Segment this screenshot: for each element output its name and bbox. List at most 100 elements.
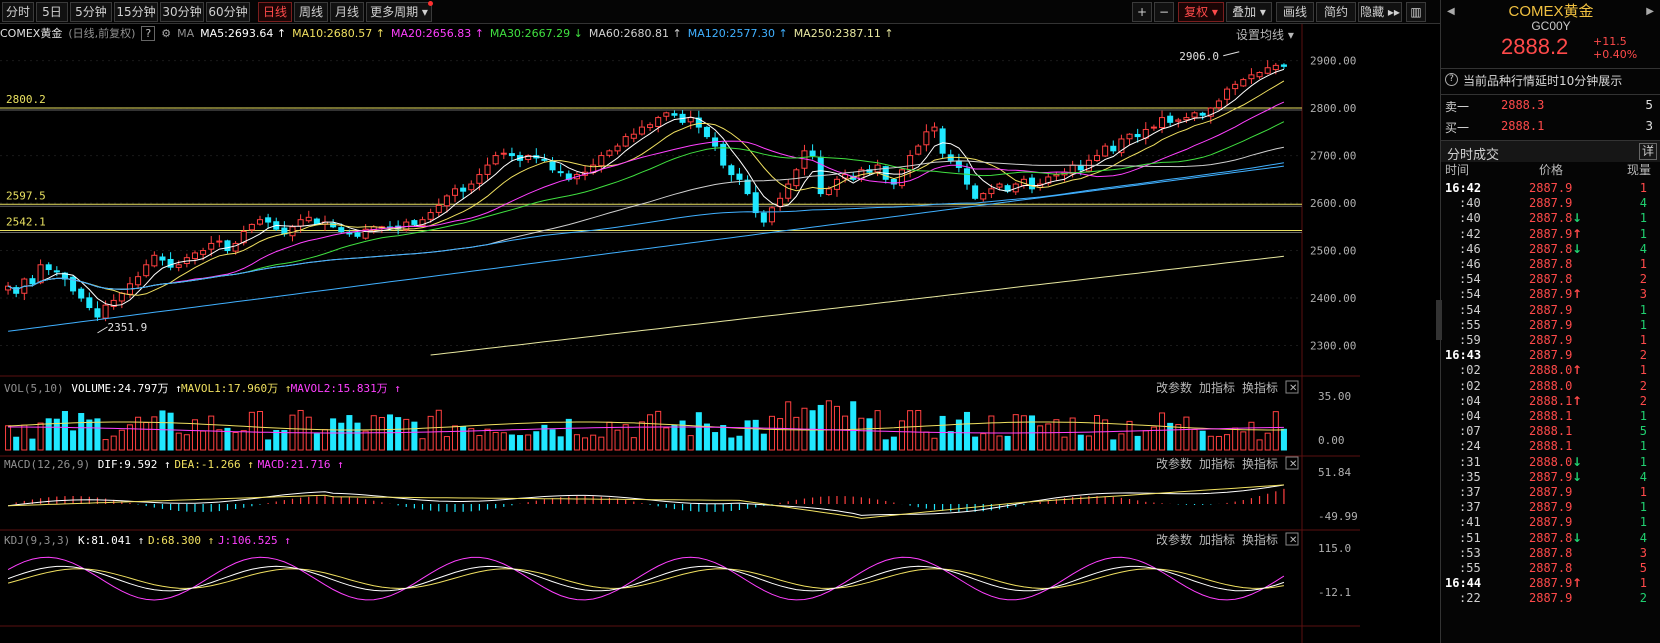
volume-bar-40 <box>330 418 337 451</box>
trade-row: :53 2887.8 3 <box>1441 545 1660 561</box>
trade-price: 2887.9 <box>1529 302 1573 317</box>
trade-price: 2888.1 <box>1529 393 1573 408</box>
ma-settings-button[interactable]: 设置均线 ▾ <box>1236 28 1294 42</box>
trade-price: 2888.0 <box>1529 363 1573 378</box>
volume-bar-7 <box>61 411 68 451</box>
panel-splitter[interactable] <box>1436 300 1442 340</box>
kdj_panel-action-1[interactable]: 加指标 <box>1199 532 1235 547</box>
trade-price: 2887.8 <box>1529 257 1573 271</box>
candle-body-5 <box>45 264 52 271</box>
volume-bar-15 <box>126 424 133 451</box>
trade-volume: 4 <box>1639 469 1647 484</box>
period-button-6[interactable]: 日线 <box>258 2 292 22</box>
candle-body-109 <box>890 178 897 185</box>
trade-row: :51 2887.8 ↓ 4 <box>1441 530 1660 546</box>
vol_panel-action-1[interactable]: 加指标 <box>1199 380 1235 395</box>
volume-bar-8 <box>70 430 77 451</box>
ma-value-1: MA10:2680.57 ↑ <box>292 27 385 40</box>
candle-body-144 <box>1175 119 1182 122</box>
volume-bar-149 <box>1215 435 1222 451</box>
mavol2-line <box>8 426 1284 434</box>
detail-button[interactable]: 详 <box>1639 143 1657 160</box>
volume-bar-81 <box>663 427 670 451</box>
toolbar-button-4[interactable]: 隐藏 ▸▸ <box>1358 2 1402 22</box>
period-button-8[interactable]: 月线 <box>330 2 364 22</box>
left-arrow-icon[interactable]: ◀ <box>1447 6 1455 17</box>
candle-body-112 <box>915 145 922 155</box>
main-chart-info: COMEX黄金 (日线,前复权)? ⚙ MA MA5:2693.64 ↑ MA10:268… <box>0 26 906 42</box>
volume-bar-151 <box>1232 427 1239 451</box>
period-button-9[interactable]: 更多周期 ▾ <box>366 1 433 22</box>
trade-price: 2887.8 <box>1529 530 1573 545</box>
ma-value-5: MA120:2577.30 ↑ <box>687 27 788 40</box>
trade-time: :02 <box>1459 378 1481 393</box>
ma-line-ma120 <box>7 162 1284 291</box>
period-button-0[interactable]: 分时 <box>2 2 34 22</box>
vol_panel-action-0[interactable]: 改参数 <box>1156 380 1192 395</box>
toolbar-button-3[interactable]: 简约 <box>1316 2 1356 22</box>
macd_panel-action-2[interactable]: 换指标 <box>1242 456 1278 471</box>
candle-body-68 <box>557 171 564 174</box>
volume-bar-62 <box>508 434 515 451</box>
trade-price: 2887.8 <box>1529 561 1573 575</box>
gear-icon[interactable]: ⚙ <box>161 27 172 40</box>
kdj_panel-action-2[interactable]: 换指标 <box>1242 532 1278 547</box>
toolbar-button-0[interactable]: 复权 ▾ <box>1178 2 1224 22</box>
toolbar-button-1[interactable]: 叠加 ▾ <box>1226 2 1272 22</box>
vol_panel-axis-label-0: 35.00 <box>1318 390 1351 403</box>
ma-value-3: MA30:2667.29 ↓ <box>489 27 583 40</box>
candle-body-20 <box>167 258 174 268</box>
menu-icon[interactable]: ▥ <box>1406 2 1426 22</box>
volume-bar-11 <box>94 418 101 451</box>
kdj_panel-axis-label-1: -12.1 <box>1318 586 1351 599</box>
period-button-5[interactable]: 60分钟 <box>206 2 250 22</box>
candle-body-73 <box>598 155 605 167</box>
candle-body-61 <box>500 152 507 155</box>
toolbar-button-2[interactable]: 画线 <box>1276 2 1314 22</box>
candle-body-96 <box>785 183 792 199</box>
candle-body-152 <box>1240 79 1247 87</box>
candle-body-121 <box>988 188 995 195</box>
kdj_panel-close-icon <box>1285 532 1299 546</box>
period-button-7[interactable]: 周线 <box>294 2 328 22</box>
trade-volume: 1 <box>1639 439 1647 454</box>
candle-body-84 <box>687 117 694 123</box>
ma-line-ma5 <box>7 68 1285 307</box>
volume-bars <box>5 400 1287 451</box>
trade-time: :54 <box>1459 287 1481 302</box>
zoom-in-button[interactable]: + <box>1132 2 1152 22</box>
volume-bar-107 <box>874 410 881 451</box>
kdj_panel-value-1: D:68.300 ↑ <box>148 534 214 547</box>
trade-time: :04 <box>1459 409 1481 423</box>
volume-bar-128 <box>1045 423 1052 451</box>
help-icon[interactable]: ? <box>141 26 156 41</box>
candle-body-142 <box>1159 117 1166 129</box>
period-button-1[interactable]: 5日 <box>36 2 68 22</box>
trade-direction-icon: ↓ <box>1572 469 1583 484</box>
candle-body-10 <box>86 297 93 309</box>
vol_panel-action-2[interactable]: 换指标 <box>1242 380 1278 395</box>
kdj_panel-value-0: K:81.041 ↑ <box>78 534 144 547</box>
trade-row: :07 2888.1 5 <box>1441 423 1660 439</box>
kdj_panel-value-2: J:106.525 ↑ <box>218 534 291 547</box>
trade-row: :02 2888.0 ↑ 1 <box>1441 362 1660 378</box>
kdj_panel-action-0[interactable]: 改参数 <box>1156 532 1192 547</box>
volume-bar-152 <box>1240 431 1247 451</box>
period-button-3[interactable]: 15分钟 <box>114 2 158 22</box>
period-button-4[interactable]: 30分钟 <box>160 2 204 22</box>
period-toolbar: 分时 5日 5分钟 15分钟 30分钟 60分钟 日线 周线 月线 更多周期 ▾ + − 复权 ▾ 叠加 … <box>0 0 1440 24</box>
volume-bar-33 <box>273 430 280 451</box>
right-arrow-icon[interactable]: ▶ <box>1646 6 1654 17</box>
period-button-2[interactable]: 5分钟 <box>70 2 112 22</box>
trade-time: :22 <box>1459 591 1481 606</box>
volume-bar-34 <box>281 430 288 451</box>
trade-volume: 3 <box>1639 545 1647 560</box>
candle-body-74 <box>606 150 613 156</box>
zoom-out-button[interactable]: − <box>1154 2 1174 22</box>
candle-body-117 <box>955 160 962 168</box>
macd_panel-action-1[interactable]: 加指标 <box>1199 456 1235 471</box>
macd_panel-action-0[interactable]: 改参数 <box>1156 456 1192 471</box>
trades-columns: 时间 价格 现量 <box>1445 163 1651 177</box>
volume-bar-141 <box>1150 426 1157 451</box>
volume-bar-4 <box>37 422 44 451</box>
